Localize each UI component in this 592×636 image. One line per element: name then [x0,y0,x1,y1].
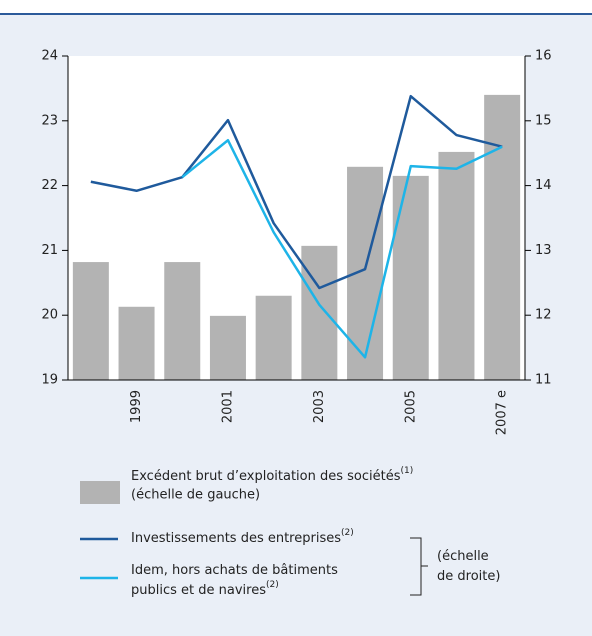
bar [255,295,292,380]
legend-line: Idem, hors achats de bâtiments [131,563,338,578]
y-tick-label: 22 [41,178,58,193]
y-tick-label: 21 [41,243,58,258]
legend-line: (échelle [437,549,489,564]
x-tick-label: 1999 [129,390,144,423]
bracket [410,537,428,596]
legend-note: (2) [341,528,354,538]
y2-tick-label: 12 [535,308,552,323]
legend-swatch [80,481,120,504]
y2-tick-label: 15 [535,113,552,128]
legend-label: Investissements des entreprises(2) [131,528,354,546]
bar [72,262,109,380]
y2-tick-label: 16 [535,49,552,64]
top-rule [0,13,592,15]
legend-line: Investissements des entreprises [131,531,341,546]
y-tick-label: 20 [41,308,58,323]
bar [438,151,475,380]
line [90,94,503,290]
y-tick-label: 23 [41,113,58,128]
bar [164,262,201,380]
y2-tick-label: 11 [535,373,552,388]
x-tick-label: 2003 [312,390,327,423]
legend-line: Excédent brut d’exploitation des société… [131,469,401,484]
x-tick-label: 2007 e [495,390,510,435]
legend-label: Excédent brut d’exploitation des société… [131,466,413,484]
y2-tick-label: 13 [535,243,552,258]
axes [67,56,526,381]
legend-label: Idem, hors achats de bâtiments publics et… [131,563,338,598]
x-tick-label: 2005 [403,390,418,423]
legend-line: de droite) [437,569,500,584]
bar [392,175,429,380]
x-tick-label: 2001 [220,390,235,423]
legend-note: (2) [266,580,279,590]
bar [484,94,521,380]
legend-note: (1) [401,466,414,476]
bar [209,315,246,380]
y-tick-label: 24 [41,49,58,64]
y2-tick-label: 14 [535,178,552,193]
line [181,138,503,359]
legend-scale-note: (échelle de gauche) [131,488,260,503]
legend-line: publics et de navires [131,583,266,598]
bar [118,306,155,380]
y-tick-label: 19 [41,373,58,388]
bar [301,245,338,380]
legend-label: (échelle de droite) [437,549,500,584]
